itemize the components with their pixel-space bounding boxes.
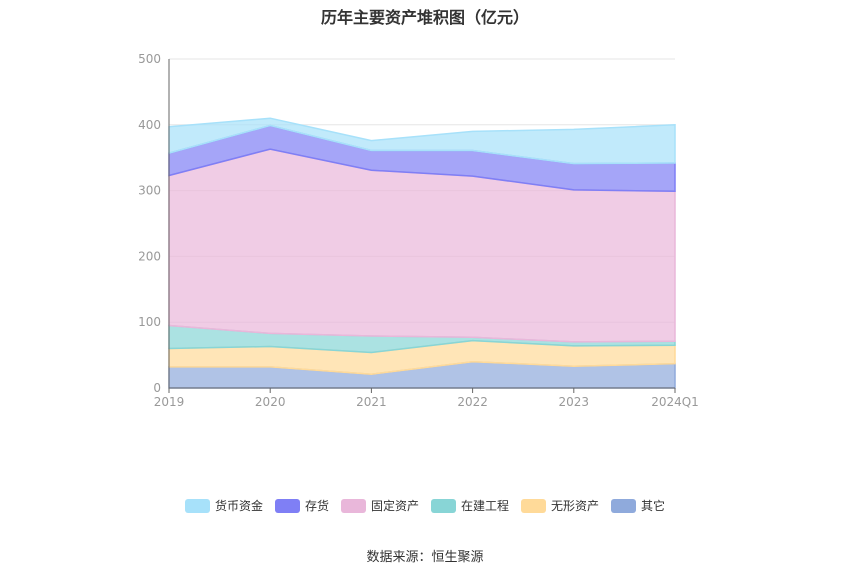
y-tick-label: 200 — [138, 249, 161, 263]
legend-label: 其它 — [641, 499, 666, 513]
legend-swatch — [521, 498, 547, 513]
x-tick-label: 2024Q1 — [651, 395, 699, 409]
x-tick-label: 2020 — [255, 395, 286, 409]
chart-title: 历年主要资产堆积图（亿元） — [320, 8, 529, 27]
legend-label: 货币资金 — [214, 499, 263, 513]
legend-label: 存货 — [304, 499, 329, 513]
legend-swatch — [431, 498, 456, 513]
y-tick-label: 0 — [153, 381, 161, 395]
legend-item[interactable]: 在建工程 — [431, 497, 509, 514]
legend-item[interactable]: 其它 — [611, 497, 665, 514]
legend-label: 在建工程 — [461, 499, 510, 513]
legend-item[interactable]: 无形资产 — [521, 497, 599, 514]
legend-swatch — [340, 498, 366, 513]
legend-label: 无形资产 — [551, 499, 600, 513]
y-tick-label: 300 — [138, 184, 161, 198]
legend-swatch — [611, 498, 637, 513]
y-tick-label: 100 — [138, 315, 161, 329]
legend-item[interactable]: 货币资金 — [184, 497, 263, 514]
legend-label: 固定资产 — [370, 499, 419, 513]
area-series-5 — [168, 117, 676, 165]
y-tick-label: 400 — [138, 118, 161, 132]
data-source: 数据来源：恒生聚源 — [366, 550, 484, 565]
y-tick-label: 500 — [138, 52, 161, 66]
legend: 货币资金 存货 固定资产 在建工程 无形资产 其它 — [0, 497, 850, 514]
x-tick-label: 2021 — [356, 395, 387, 409]
legend-item[interactable]: 固定资产 — [340, 497, 419, 514]
legend-swatch — [184, 498, 210, 513]
legend-item[interactable]: 存货 — [274, 497, 329, 514]
x-tick-label: 2019 — [154, 395, 185, 409]
x-tick-label: 2022 — [457, 395, 488, 409]
legend-swatch — [274, 498, 300, 513]
x-tick-label: 2023 — [559, 395, 590, 409]
